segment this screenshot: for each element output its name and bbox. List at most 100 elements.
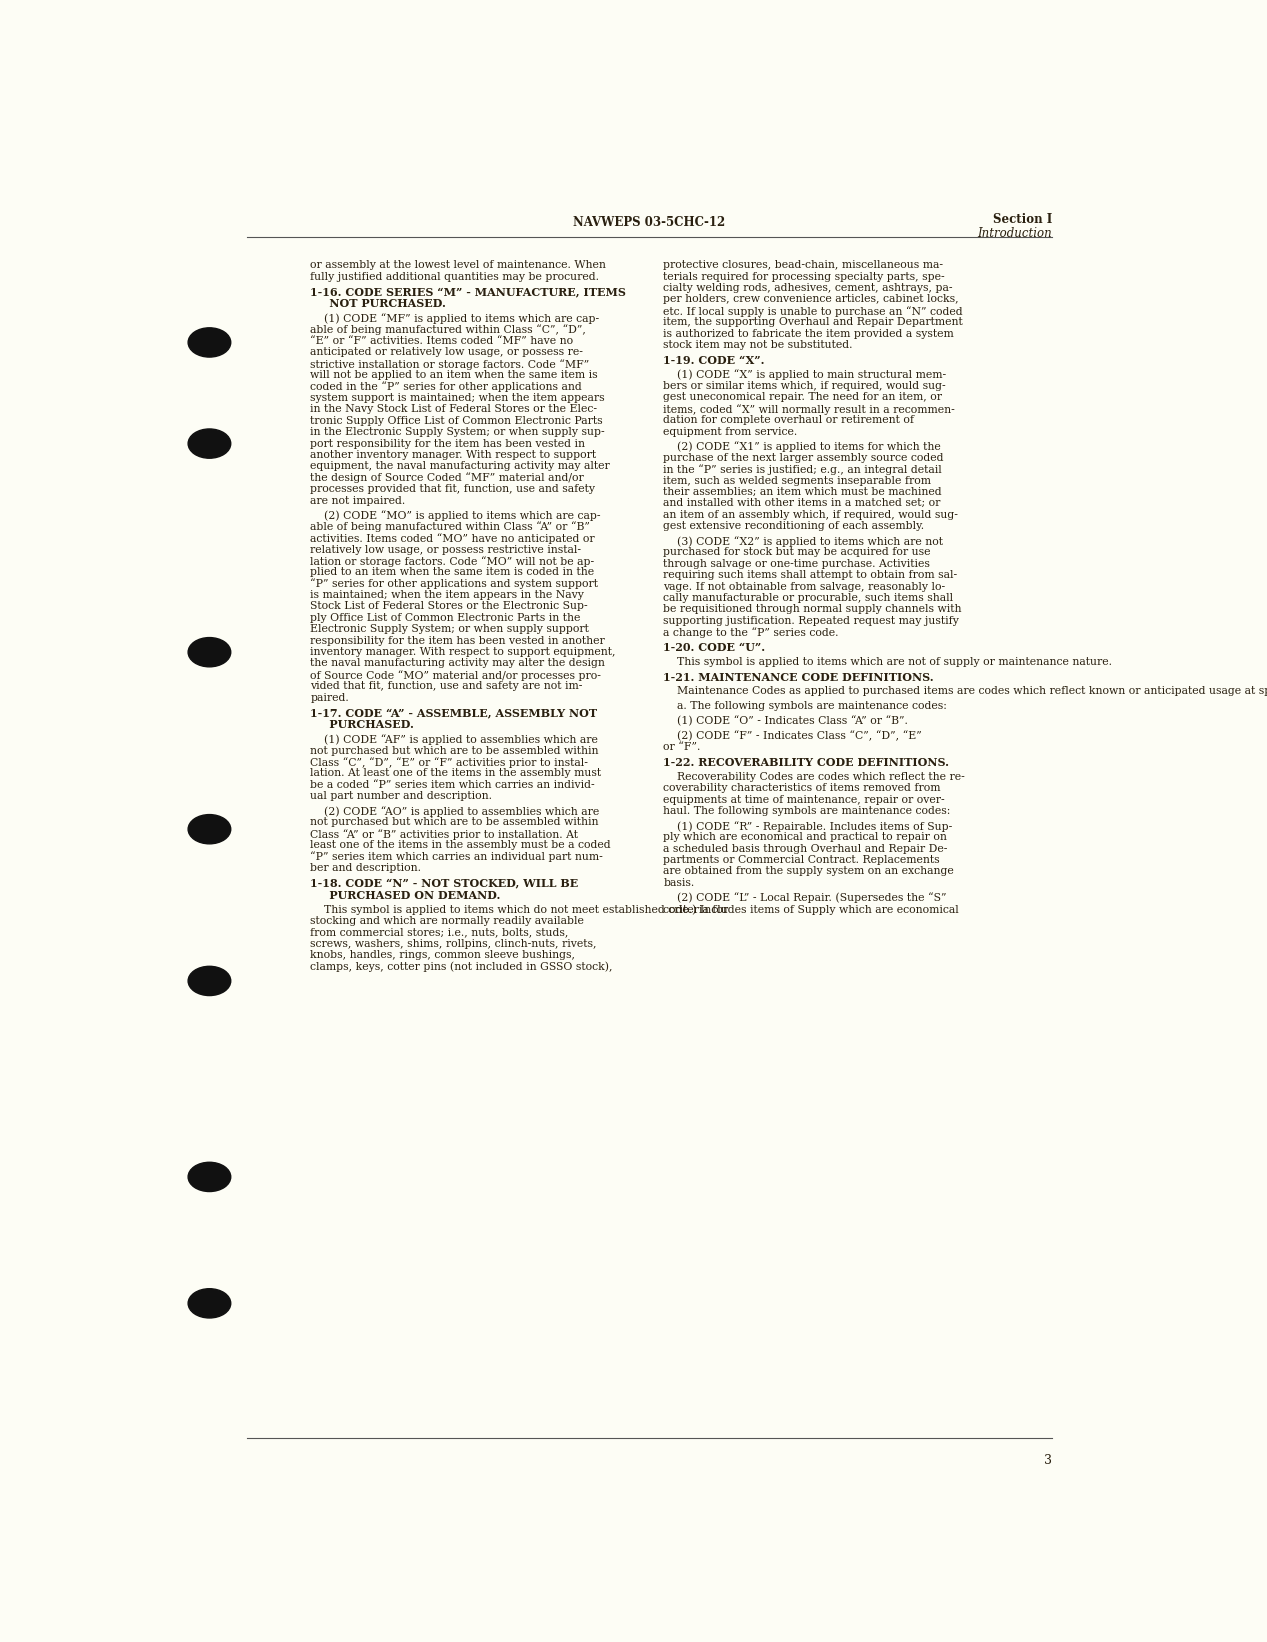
Ellipse shape: [188, 965, 231, 995]
Text: item, such as welded segments inseparable from: item, such as welded segments inseparabl…: [664, 476, 931, 486]
Text: purchase of the next larger assembly source coded: purchase of the next larger assembly sou…: [664, 453, 944, 463]
Text: responsibility for the item has been vested in another: responsibility for the item has been ves…: [310, 635, 606, 645]
Text: screws, washers, shims, rollpins, clinch-nuts, rivets,: screws, washers, shims, rollpins, clinch…: [310, 939, 597, 949]
Text: able of being manufactured within Class “C”, “D”,: able of being manufactured within Class …: [310, 325, 587, 335]
Text: stocking and which are normally readily available: stocking and which are normally readily …: [310, 916, 584, 926]
Text: from commercial stores; i.e., nuts, bolts, studs,: from commercial stores; i.e., nuts, bolt…: [310, 928, 569, 938]
Text: paired.: paired.: [310, 693, 348, 703]
Text: through salvage or one-time purchase. Activities: through salvage or one-time purchase. Ac…: [664, 558, 930, 568]
Text: a. The following symbols are maintenance codes:: a. The following symbols are maintenance…: [664, 701, 948, 711]
Text: gest uneconomical repair. The need for an item, or: gest uneconomical repair. The need for a…: [664, 392, 943, 402]
Text: in the Electronic Supply System; or when supply sup-: in the Electronic Supply System; or when…: [310, 427, 604, 437]
Text: in the Navy Stock List of Federal Stores or the Elec-: in the Navy Stock List of Federal Stores…: [310, 404, 597, 414]
Ellipse shape: [188, 328, 231, 356]
Ellipse shape: [188, 637, 231, 667]
Text: vided that fit, function, use and safety are not im-: vided that fit, function, use and safety…: [310, 681, 583, 691]
Text: cialty welding rods, adhesives, cement, ashtrays, pa-: cialty welding rods, adhesives, cement, …: [664, 282, 953, 292]
Text: PURCHASED ON DEMAND.: PURCHASED ON DEMAND.: [310, 890, 500, 901]
Text: coded in the “P” series for other applications and: coded in the “P” series for other applic…: [310, 381, 582, 392]
Text: 1-19. CODE “X”.: 1-19. CODE “X”.: [664, 355, 765, 366]
Text: basis.: basis.: [664, 878, 694, 888]
Text: not purchased but which are to be assembled within: not purchased but which are to be assemb…: [310, 745, 599, 755]
Text: (1) CODE “X” is applied to main structural mem-: (1) CODE “X” is applied to main structur…: [664, 369, 946, 381]
Text: will not be applied to an item when the same item is: will not be applied to an item when the …: [310, 369, 598, 381]
Text: vage. If not obtainable from salvage, reasonably lo-: vage. If not obtainable from salvage, re…: [664, 581, 945, 591]
Ellipse shape: [188, 1289, 231, 1319]
Text: NOT PURCHASED.: NOT PURCHASED.: [310, 299, 446, 309]
Text: 1-20. CODE “U”.: 1-20. CODE “U”.: [664, 642, 765, 654]
Text: clamps, keys, cotter pins (not included in GSSO stock),: clamps, keys, cotter pins (not included …: [310, 962, 613, 972]
Text: equipment from service.: equipment from service.: [664, 427, 797, 437]
Text: or “F”.: or “F”.: [664, 742, 701, 752]
Text: ply which are economical and practical to repair on: ply which are economical and practical t…: [664, 832, 948, 842]
Text: Recoverability Codes are codes which reflect the re-: Recoverability Codes are codes which ref…: [664, 772, 965, 782]
Text: per holders, crew convenience articles, cabinet locks,: per holders, crew convenience articles, …: [664, 294, 959, 304]
Text: bers or similar items which, if required, would sug-: bers or similar items which, if required…: [664, 381, 946, 391]
Text: ber and description.: ber and description.: [310, 864, 422, 874]
Text: ual part number and description.: ual part number and description.: [310, 791, 493, 801]
Text: in the “P” series is justified; e.g., an integral detail: in the “P” series is justified; e.g., an…: [664, 465, 943, 475]
Text: (2) CODE “MO” is applied to items which are cap-: (2) CODE “MO” is applied to items which …: [310, 511, 601, 521]
Text: be a coded “P” series item which carries an individ-: be a coded “P” series item which carries…: [310, 780, 595, 790]
Text: “P” series item which carries an individual part num-: “P” series item which carries an individ…: [310, 852, 603, 862]
Text: Section I: Section I: [992, 213, 1052, 227]
Text: inventory manager. With respect to support equipment,: inventory manager. With respect to suppo…: [310, 647, 616, 657]
Text: equipments at time of maintenance, repair or over-: equipments at time of maintenance, repai…: [664, 795, 945, 805]
Text: least one of the items in the assembly must be a coded: least one of the items in the assembly m…: [310, 841, 611, 851]
Text: the naval manufacturing activity may alter the design: the naval manufacturing activity may alt…: [310, 658, 606, 668]
Text: items, coded “X” will normally result in a recommen-: items, coded “X” will normally result in…: [664, 404, 955, 414]
Text: are obtained from the supply system on an exchange: are obtained from the supply system on a…: [664, 867, 954, 877]
Text: anticipated or relatively low usage, or possess re-: anticipated or relatively low usage, or …: [310, 348, 583, 358]
Text: ply Office List of Common Electronic Parts in the: ply Office List of Common Electronic Par…: [310, 612, 580, 622]
Text: (1) CODE “O” - Indicates Class “A” or “B”.: (1) CODE “O” - Indicates Class “A” or “B…: [664, 716, 908, 726]
Text: are not impaired.: are not impaired.: [310, 496, 405, 506]
Ellipse shape: [188, 1163, 231, 1192]
Text: lation or storage factors. Code “MO” will not be ap-: lation or storage factors. Code “MO” wil…: [310, 557, 594, 566]
Text: processes provided that fit, function, use and safety: processes provided that fit, function, u…: [310, 484, 595, 494]
Text: able of being manufactured within Class “A” or “B”: able of being manufactured within Class …: [310, 522, 590, 532]
Text: 1-16. CODE SERIES “M” - MANUFACTURE, ITEMS: 1-16. CODE SERIES “M” - MANUFACTURE, ITE…: [310, 286, 626, 297]
Text: knobs, handles, rings, common sleeve bushings,: knobs, handles, rings, common sleeve bus…: [310, 951, 575, 961]
Text: an item of an assembly which, if required, would sug-: an item of an assembly which, if require…: [664, 509, 958, 521]
Text: coverability characteristics of items removed from: coverability characteristics of items re…: [664, 783, 941, 793]
Text: equipment, the naval manufacturing activity may alter: equipment, the naval manufacturing activ…: [310, 461, 609, 471]
Text: another inventory manager. With respect to support: another inventory manager. With respect …: [310, 450, 597, 460]
Text: PURCHASED.: PURCHASED.: [310, 719, 414, 731]
Text: a scheduled basis through Overhaul and Repair De-: a scheduled basis through Overhaul and R…: [664, 844, 948, 854]
Text: strictive installation or storage factors. Code “MF”: strictive installation or storage factor…: [310, 358, 589, 369]
Text: (2) CODE “AO” is applied to assemblies which are: (2) CODE “AO” is applied to assemblies w…: [310, 806, 599, 816]
Text: Stock List of Federal Stores or the Electronic Sup-: Stock List of Federal Stores or the Elec…: [310, 601, 588, 611]
Text: is maintained; when the item appears in the Navy: is maintained; when the item appears in …: [310, 589, 584, 599]
Text: stock item may not be substituted.: stock item may not be substituted.: [664, 340, 853, 350]
Text: 1-17. CODE “A” - ASSEMBLE, ASSEMBLY NOT: 1-17. CODE “A” - ASSEMBLE, ASSEMBLY NOT: [310, 708, 598, 719]
Text: 3: 3: [1044, 1453, 1052, 1466]
Text: or assembly at the lowest level of maintenance. When: or assembly at the lowest level of maint…: [310, 259, 606, 271]
Text: Class “C”, “D”, “E” or “F” activities prior to instal-: Class “C”, “D”, “E” or “F” activities pr…: [310, 757, 588, 768]
Text: lation. At least one of the items in the assembly must: lation. At least one of the items in the…: [310, 768, 602, 778]
Text: (2) CODE “X1” is applied to items for which the: (2) CODE “X1” is applied to items for wh…: [664, 442, 941, 452]
Text: supporting justification. Repeated request may justify: supporting justification. Repeated reque…: [664, 616, 959, 626]
Text: (2) CODE “L” - Local Repair. (Supersedes the “S”: (2) CODE “L” - Local Repair. (Supersedes…: [664, 893, 946, 903]
Text: gest extensive reconditioning of each assembly.: gest extensive reconditioning of each as…: [664, 521, 925, 530]
Text: Electronic Supply System; or when supply support: Electronic Supply System; or when supply…: [310, 624, 589, 634]
Text: protective closures, bead-chain, miscellaneous ma-: protective closures, bead-chain, miscell…: [664, 259, 944, 271]
Ellipse shape: [188, 814, 231, 844]
Text: item, the supporting Overhaul and Repair Department: item, the supporting Overhaul and Repair…: [664, 317, 963, 327]
Text: “P” series for other applications and system support: “P” series for other applications and sy…: [310, 578, 598, 589]
Text: system support is maintained; when the item appears: system support is maintained; when the i…: [310, 392, 604, 402]
Text: code.) Includes items of Supply which are economical: code.) Includes items of Supply which ar…: [664, 905, 959, 915]
Text: requiring such items shall attempt to obtain from sal-: requiring such items shall attempt to ob…: [664, 570, 958, 580]
Text: haul. The following symbols are maintenance codes:: haul. The following symbols are maintena…: [664, 806, 950, 816]
Text: “E” or “F” activities. Items coded “MF” have no: “E” or “F” activities. Items coded “MF” …: [310, 337, 574, 346]
Text: This symbol is applied to items which are not of supply or maintenance nature.: This symbol is applied to items which ar…: [664, 657, 1112, 667]
Text: fully justified additional quantities may be procured.: fully justified additional quantities ma…: [310, 271, 599, 281]
Text: etc. If local supply is unable to purchase an “N” coded: etc. If local supply is unable to purcha…: [664, 305, 963, 317]
Text: port responsibility for the item has been vested in: port responsibility for the item has bee…: [310, 438, 585, 448]
Text: (3) CODE “X2” is applied to items which are not: (3) CODE “X2” is applied to items which …: [664, 535, 944, 547]
Text: not purchased but which are to be assembled within: not purchased but which are to be assemb…: [310, 818, 599, 828]
Text: be requisitioned through normal supply channels with: be requisitioned through normal supply c…: [664, 604, 962, 614]
Text: a change to the “P” series code.: a change to the “P” series code.: [664, 627, 839, 637]
Text: their assemblies; an item which must be machined: their assemblies; an item which must be …: [664, 488, 941, 498]
Text: Introduction: Introduction: [977, 227, 1052, 240]
Text: the design of Source Coded “MF” material and/or: the design of Source Coded “MF” material…: [310, 473, 584, 483]
